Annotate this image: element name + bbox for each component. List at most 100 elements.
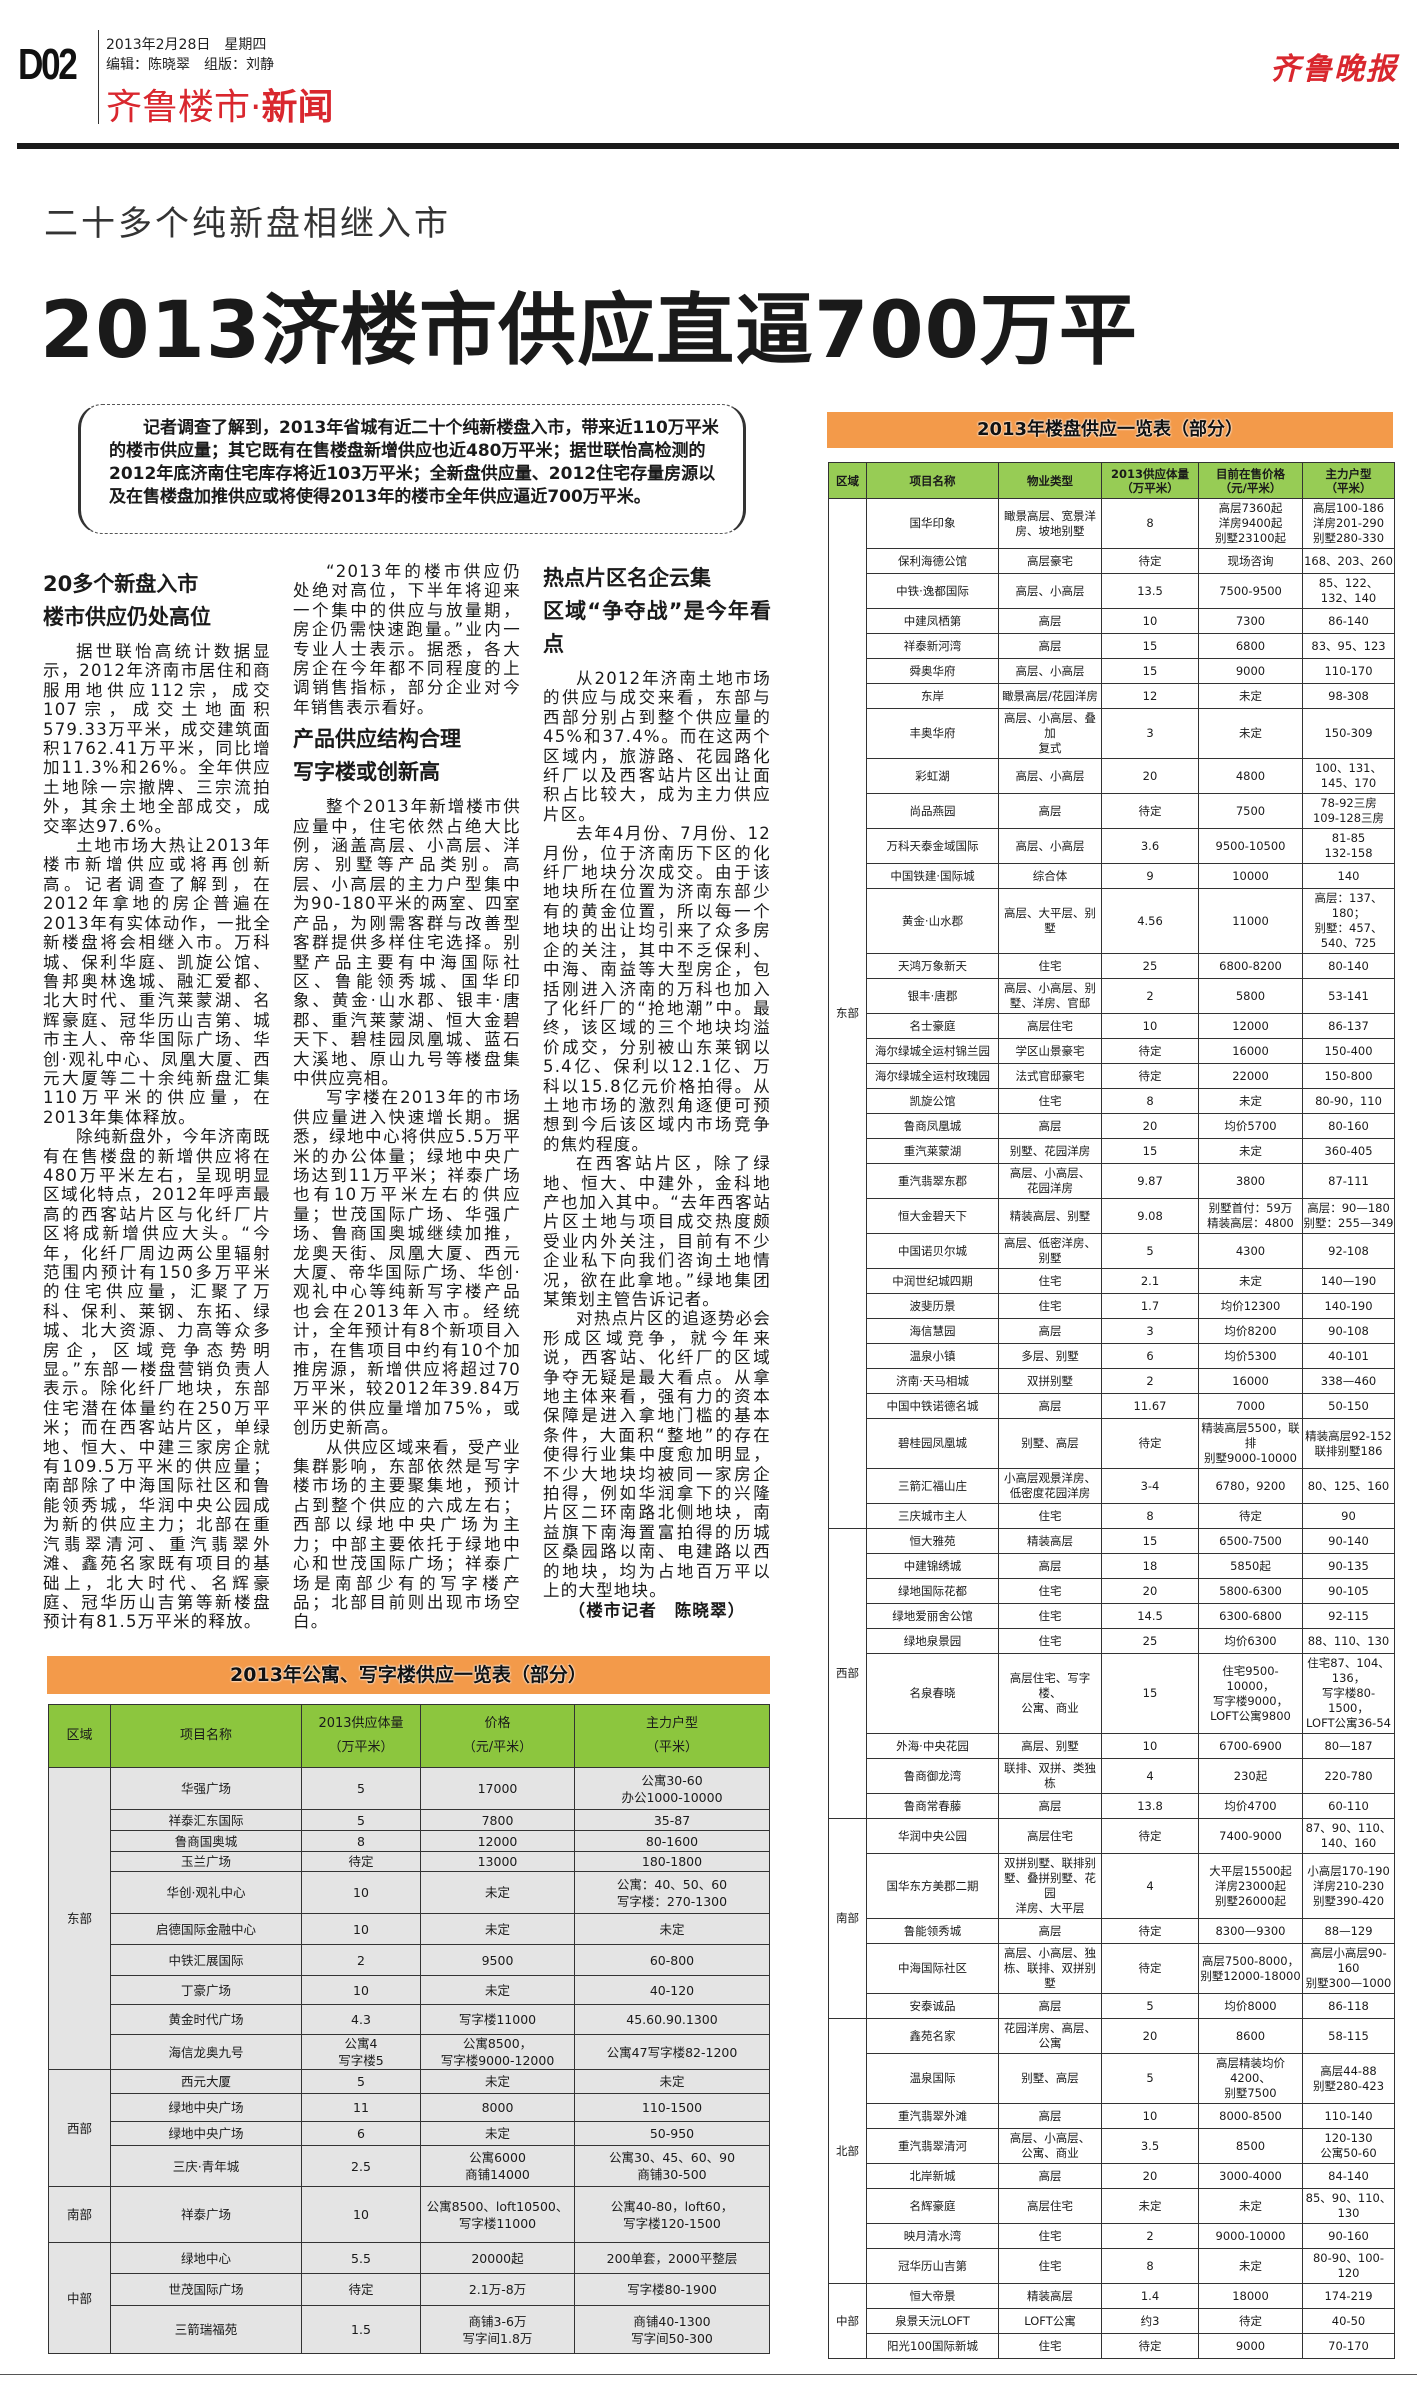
table-cell: 未定 <box>420 2069 575 2094</box>
masthead-divider <box>98 30 99 124</box>
table-row: 三箭汇福山庄 小高层观景洋房、 低密度花园洋房 3-4 6780，9200 80、125… <box>829 1468 1395 1504</box>
table-row: 海信龙奥九号 公寓4 写字楼5 公寓8500， 写字楼9000-12000 公寓47写… <box>49 2034 770 2070</box>
table-cell: 40-120 <box>574 1975 770 2005</box>
table-cell: 6500-7500 <box>1198 1528 1303 1554</box>
table-cell: 黄金·山水郡 <box>866 888 999 954</box>
table-cell: 7300 <box>1198 608 1303 634</box>
table-cell: 高层、大平层、别墅 <box>998 888 1102 954</box>
table-row: 彩虹湖 高层、小高层 20 4800 100、131、145、170 <box>829 758 1395 794</box>
table-cell: 360-405 <box>1302 1138 1395 1164</box>
table-row: 尚品燕园 高层 待定 7500 78-92三房 109-128三房 <box>829 793 1395 829</box>
column-header: 物业类型 <box>998 462 1102 499</box>
table-cell: 精装高层 <box>998 1528 1102 1554</box>
table-cell: 三箭汇福山庄 <box>866 1468 999 1504</box>
table-row: 天鸿万象新天 住宅 25 6800-8200 80-140 <box>829 953 1395 979</box>
table-cell: 待定 <box>301 1851 421 1872</box>
table-cell: 4.3 <box>301 2004 421 2035</box>
table-cell: 20 <box>1101 2018 1199 2054</box>
table-cell: 恒大雅苑 <box>866 1528 999 1554</box>
table-cell: 待定 <box>1101 1063 1199 1089</box>
table-cell: 5 <box>1101 2053 1199 2104</box>
table-cell: 80-160 <box>1302 1113 1395 1139</box>
column-header: 项目名称 <box>866 462 999 499</box>
table-cell: 高层精装均价4200、 别墅7500 <box>1198 2053 1303 2104</box>
table-cell: 未定 <box>1198 1138 1303 1164</box>
table-cell: 60-110 <box>1302 1793 1395 1819</box>
table-cell: 2 <box>301 1944 421 1976</box>
table-cell: 多层、别墅 <box>998 1343 1102 1369</box>
table-cell: 海尔绿城全运村锦兰园 <box>866 1038 999 1064</box>
table-cell: 住宅 <box>998 2333 1102 2359</box>
table-cell: 1.7 <box>1101 1293 1199 1319</box>
table-cell: 4300 <box>1198 1233 1303 1269</box>
table-cell: 住宅 <box>998 1088 1102 1114</box>
table-cell: 华强广场 <box>110 1767 302 1810</box>
section-title-bold: 新闻 <box>261 87 334 128</box>
table-cell: 200单套，2000平整层 <box>574 2242 770 2274</box>
table-cell: 阳光100国际新城 <box>866 2333 999 2359</box>
region-cell: 南部 <box>828 1818 867 2019</box>
table-cell: 未定 <box>1198 1088 1303 1114</box>
table-row: 海尔绿城全运村玫瑰园 法式官邸豪宅 待定 22000 150-800 <box>829 1063 1395 1089</box>
table-cell: 彩虹湖 <box>866 758 999 794</box>
table-cell: 华创·观礼中心 <box>110 1871 302 1914</box>
table-cell: 高层 <box>998 1793 1102 1819</box>
table-cell: 140—190 <box>1302 1268 1395 1294</box>
table-row: 绿地爱丽舍公馆 住宅 14.5 6300-6800 92-115 <box>829 1603 1395 1629</box>
table-cell: 祥泰广场 <box>110 2186 302 2243</box>
table-cell: 高层：137、180； 别墅：457、540、725 <box>1302 888 1395 954</box>
table-cell: 玉兰广场 <box>110 1851 302 1872</box>
column-header: 主力户型 （平米） <box>574 1704 770 1768</box>
region-cell: 东部 <box>828 498 867 1529</box>
section-heading-line: 产品供应结构合理 <box>293 727 461 752</box>
table-cell: 5 <box>301 2069 421 2094</box>
table-cell: LOFT公寓 <box>998 2308 1102 2334</box>
table-cell: 名辉豪庭 <box>866 2188 999 2224</box>
table-cell: 150-800 <box>1302 1063 1395 1089</box>
table-cell: 5.5 <box>301 2242 421 2274</box>
table-cell: 未定 <box>420 1871 575 1914</box>
table-cell: 现场咨询 <box>1198 548 1303 574</box>
table-cell: 高层 <box>998 1318 1102 1344</box>
section-heading: 20多个新盘入市 楼市供应仍处高位 <box>43 568 271 634</box>
table-cell: 8000 <box>420 2093 575 2122</box>
table-row: 温泉小镇 多层、别墅 6 均价5300 40-101 <box>829 1343 1395 1369</box>
table-row: 祥泰汇东国际 5 7800 35-87 <box>49 1809 770 1831</box>
table-cell: 80-140 <box>1302 953 1395 979</box>
table-row: 重汽翡翠外滩 高层 10 8000-8500 110-140 <box>829 2103 1395 2129</box>
table-cell: 25 <box>1101 1628 1199 1654</box>
table-cell: 高层100-186 洋房201-290 别墅280-330 <box>1302 498 1395 549</box>
table-cell: 85、90、110、130 <box>1302 2188 1395 2224</box>
table-cell: 高层住宅 <box>998 2188 1102 2224</box>
table-cell: 精装高层5500，联排 别墅9000-10000 <box>1198 1418 1303 1469</box>
table-cell: 双拼别墅、联排别 墅、叠拼别墅、花园 洋房、大平层 <box>998 1853 1102 1919</box>
table-cell: 联排、双拼、类独栋 <box>998 1758 1102 1794</box>
table-cell: 9 <box>1101 863 1199 889</box>
table-cell: 精装高层、别墅 <box>998 1198 1102 1234</box>
table-cell: 保利海德公馆 <box>866 548 999 574</box>
table-cell: 绿地中央广场 <box>110 2121 302 2146</box>
table-cell: 20000起 <box>420 2242 575 2274</box>
region-cell: 东部 <box>48 1767 111 2070</box>
table-cell: 20 <box>1101 1113 1199 1139</box>
table-row: 丁豪广场 10 未定 40-120 <box>49 1975 770 2005</box>
table-cell: 50-150 <box>1302 1393 1395 1419</box>
table-row: 碧桂园凤凰城 别墅、高层 待定 精装高层5500，联排 别墅9000-10000 精装高… <box>829 1418 1395 1469</box>
table-cell: 7500-9500 <box>1198 573 1303 609</box>
table-cell: 88—129 <box>1302 1918 1395 1944</box>
table-row: 东部 华强广场 5 17000 公寓30-60 办公1000-10000 <box>48 1767 770 2070</box>
table-cell: 338—460 <box>1302 1368 1395 1394</box>
table-cell: 公寓8500， 写字楼9000-12000 <box>420 2034 575 2070</box>
table-cell: 高层、小高层、独 栋、联排、双拼别墅 <box>998 1943 1102 1994</box>
article-headline: 2013济楼市供应直逼700万平 <box>40 286 1138 376</box>
table-cell: 6300-6800 <box>1198 1603 1303 1629</box>
article-body: 20多个新盘入市 楼市供应仍处高位 据世联怡高统计数据显示，2012年济南市居住和商… <box>43 562 771 1634</box>
table-cell: 鲁商常春藤 <box>866 1793 999 1819</box>
table-cell: 公寓30、45、60、90 商铺30-500 <box>574 2145 770 2187</box>
article-paragraph: 从供应区域来看，受产业集群影响，东部依然是写字楼市场的主要聚集地，预计占到整个供… <box>293 1437 521 1632</box>
table-cell: 9000-10000 <box>1198 2223 1303 2249</box>
table-row: 丰奥华府 高层、小高层、叠加 复式 3 未定 150-309 <box>829 708 1395 759</box>
table-cell: 高层 <box>998 2163 1102 2189</box>
table-cell: 均价12300 <box>1198 1293 1303 1319</box>
table-cell: 住宅 <box>998 1293 1102 1319</box>
